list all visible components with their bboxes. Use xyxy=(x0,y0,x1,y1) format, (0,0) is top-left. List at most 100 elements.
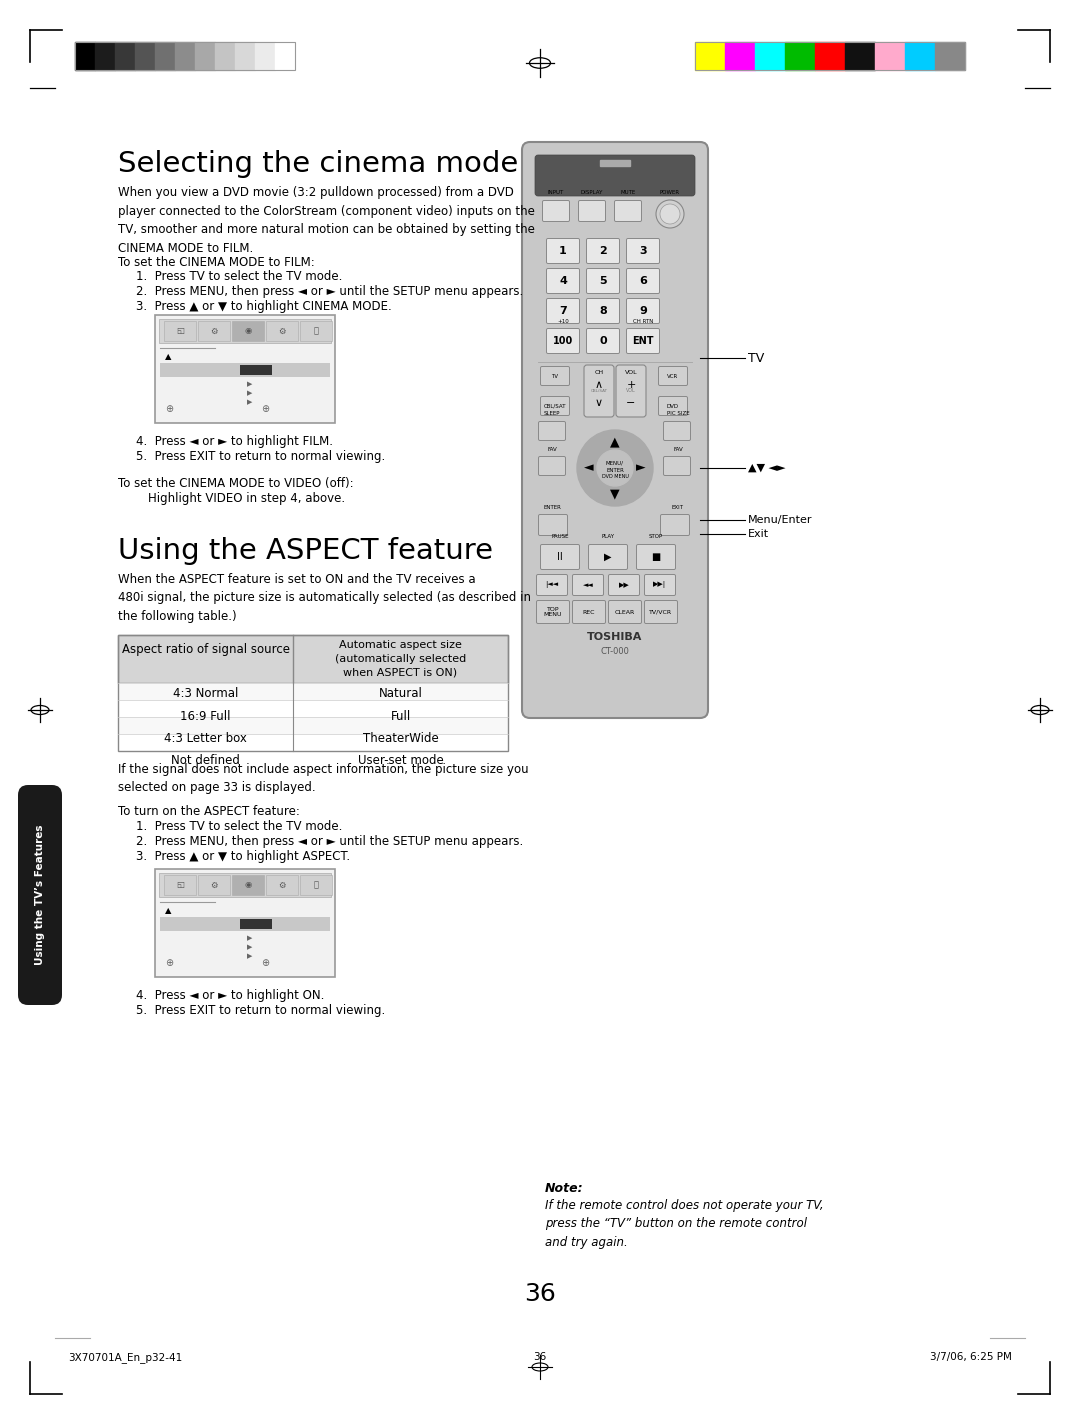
FancyBboxPatch shape xyxy=(608,601,642,624)
Text: 4.  Press ◄ or ► to highlight FILM.: 4. Press ◄ or ► to highlight FILM. xyxy=(136,434,333,449)
Bar xyxy=(118,718,508,733)
Text: Selecting the cinema mode: Selecting the cinema mode xyxy=(118,150,518,178)
Text: ►: ► xyxy=(636,461,646,474)
Bar xyxy=(118,684,508,701)
Bar xyxy=(275,41,295,70)
FancyBboxPatch shape xyxy=(584,365,615,417)
Text: 3X70701A_En_p32-41: 3X70701A_En_p32-41 xyxy=(68,1351,183,1363)
Bar xyxy=(240,918,272,928)
Bar xyxy=(175,41,195,70)
Bar xyxy=(300,874,332,896)
Bar xyxy=(815,41,845,70)
Text: II: II xyxy=(557,553,563,562)
FancyBboxPatch shape xyxy=(522,142,708,718)
FancyBboxPatch shape xyxy=(540,366,569,386)
Bar xyxy=(75,41,95,70)
FancyBboxPatch shape xyxy=(586,299,620,323)
Text: TV: TV xyxy=(748,352,765,365)
Text: ▶▶: ▶▶ xyxy=(619,582,630,588)
FancyBboxPatch shape xyxy=(537,574,567,595)
Bar xyxy=(195,41,215,70)
Text: ⚙: ⚙ xyxy=(211,880,218,890)
Text: ▲: ▲ xyxy=(610,436,620,449)
Bar xyxy=(232,320,264,340)
Text: 3/7/06, 6:25 PM: 3/7/06, 6:25 PM xyxy=(930,1351,1012,1361)
FancyBboxPatch shape xyxy=(645,574,675,595)
Text: INPUT: INPUT xyxy=(548,189,564,195)
Bar xyxy=(755,41,785,70)
Bar xyxy=(266,874,298,896)
FancyBboxPatch shape xyxy=(18,785,62,1005)
Text: 4.  Press ◄ or ► to highlight ON.: 4. Press ◄ or ► to highlight ON. xyxy=(136,990,324,1002)
Text: CBL/SAT: CBL/SAT xyxy=(543,403,566,409)
Text: ▲▼ ◄►: ▲▼ ◄► xyxy=(748,463,785,473)
Bar xyxy=(135,41,156,70)
Text: 6: 6 xyxy=(639,276,647,286)
Text: 1.  Press TV to select the TV mode.: 1. Press TV to select the TV mode. xyxy=(136,271,342,283)
Text: 3.  Press ▲ or ▼ to highlight ASPECT.: 3. Press ▲ or ▼ to highlight ASPECT. xyxy=(136,850,350,863)
Text: CLEAR: CLEAR xyxy=(615,609,635,615)
FancyBboxPatch shape xyxy=(572,601,606,624)
Text: If the signal does not include aspect information, the picture size you
selected: If the signal does not include aspect in… xyxy=(118,763,528,795)
Text: PLAY: PLAY xyxy=(602,534,615,540)
Text: To set the CINEMA MODE to VIDEO (off):: To set the CINEMA MODE to VIDEO (off): xyxy=(118,477,353,490)
FancyBboxPatch shape xyxy=(539,514,567,535)
Circle shape xyxy=(577,430,653,506)
Text: 4: 4 xyxy=(559,276,567,286)
FancyBboxPatch shape xyxy=(659,396,688,416)
FancyBboxPatch shape xyxy=(540,544,580,570)
Bar xyxy=(198,874,230,896)
Text: STOP: STOP xyxy=(649,534,663,540)
FancyBboxPatch shape xyxy=(616,365,646,417)
FancyBboxPatch shape xyxy=(539,457,566,476)
Text: PAUSE: PAUSE xyxy=(551,534,569,540)
Text: ENT: ENT xyxy=(632,336,653,346)
Text: MUTE: MUTE xyxy=(620,189,636,195)
Text: ∨: ∨ xyxy=(595,397,603,409)
Bar xyxy=(215,41,235,70)
FancyBboxPatch shape xyxy=(663,422,690,440)
Text: DISPLAY: DISPLAY xyxy=(581,189,604,195)
Text: 4:3 Normal
16:9 Full
4:3 Letter box
Not defined: 4:3 Normal 16:9 Full 4:3 Letter box Not … xyxy=(164,686,247,768)
Text: REC: REC xyxy=(583,609,595,615)
Text: 9: 9 xyxy=(639,306,647,316)
Bar xyxy=(118,635,508,684)
FancyBboxPatch shape xyxy=(659,366,688,386)
FancyBboxPatch shape xyxy=(626,269,660,293)
Bar xyxy=(725,41,755,70)
Bar xyxy=(156,41,175,70)
FancyBboxPatch shape xyxy=(546,269,580,293)
Text: DVD: DVD xyxy=(667,403,679,409)
FancyBboxPatch shape xyxy=(546,329,580,353)
Text: FAV: FAV xyxy=(548,447,557,451)
Bar xyxy=(156,315,335,423)
Text: ▼: ▼ xyxy=(610,487,620,500)
Bar xyxy=(114,41,135,70)
Text: ■: ■ xyxy=(651,553,661,562)
Text: VCR: VCR xyxy=(667,373,678,379)
Text: 2.  Press MENU, then press ◄ or ► until the SETUP menu appears.: 2. Press MENU, then press ◄ or ► until t… xyxy=(136,834,523,849)
Text: 5: 5 xyxy=(599,276,607,286)
FancyBboxPatch shape xyxy=(626,299,660,323)
Text: ▶: ▶ xyxy=(247,399,253,404)
Bar xyxy=(232,874,264,896)
Bar xyxy=(905,41,935,70)
Bar xyxy=(198,320,230,340)
Text: To turn on the ASPECT feature:: To turn on the ASPECT feature: xyxy=(118,805,300,817)
Text: ▶: ▶ xyxy=(247,382,253,387)
Text: ▶: ▶ xyxy=(247,953,253,958)
Text: ⊕: ⊕ xyxy=(261,404,269,414)
Text: ⊕: ⊕ xyxy=(261,958,269,968)
Text: VOL: VOL xyxy=(624,370,637,375)
Text: ▲: ▲ xyxy=(165,906,172,916)
Bar xyxy=(164,320,195,340)
Text: 3.  Press ▲ or ▼ to highlight CINEMA MODE.: 3. Press ▲ or ▼ to highlight CINEMA MODE… xyxy=(136,300,392,313)
Text: −: − xyxy=(626,397,636,409)
FancyBboxPatch shape xyxy=(537,601,569,624)
Text: 5.  Press EXIT to return to normal viewing.: 5. Press EXIT to return to normal viewin… xyxy=(136,450,386,463)
Text: 100: 100 xyxy=(553,336,573,346)
Bar xyxy=(845,41,875,70)
Text: Natural
Full
TheaterWide
User-set mode: Natural Full TheaterWide User-set mode xyxy=(357,686,444,768)
Bar xyxy=(696,41,966,70)
Text: ENTER: ENTER xyxy=(606,467,624,473)
